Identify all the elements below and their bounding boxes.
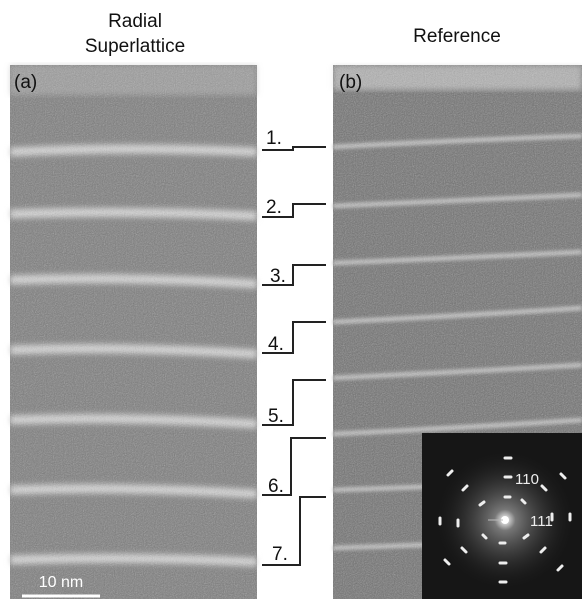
- step-label: 7.: [272, 544, 288, 565]
- step-label: 3.: [270, 266, 286, 287]
- step-label: 2.: [266, 197, 282, 218]
- inset-label: 111: [530, 513, 553, 530]
- step-label: 4.: [268, 334, 284, 355]
- inset-label: 110: [515, 471, 539, 488]
- panel-a-title: Superlattice: [85, 36, 185, 57]
- step-label: 5.: [268, 406, 284, 427]
- step-label: 6.: [268, 476, 284, 497]
- panel-label: (a): [14, 72, 37, 93]
- panel-a-title: Radial: [108, 11, 162, 32]
- scale-bar-label: 10 nm: [39, 574, 83, 591]
- panel-label: (b): [339, 72, 362, 93]
- step-label: 1.: [266, 128, 282, 149]
- tem-image-a: [10, 65, 257, 599]
- diffraction-inset: [422, 433, 582, 599]
- figure: Radial Superlattice Reference (a) 10 nm …: [0, 0, 582, 599]
- panel-b-title: Reference: [413, 26, 501, 47]
